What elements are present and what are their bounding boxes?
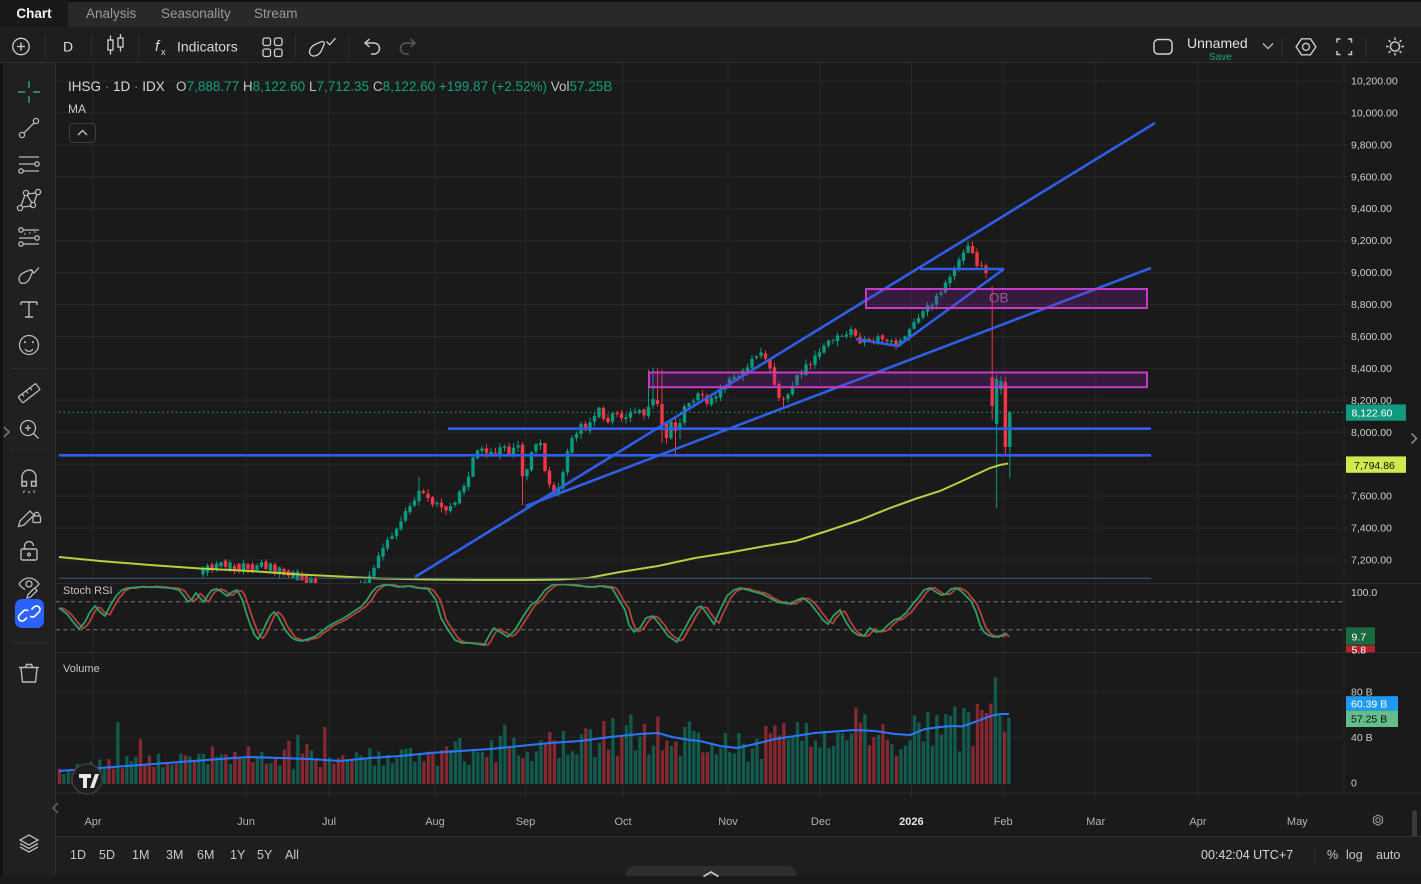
svg-text:9.7: 9.7 — [1352, 631, 1367, 643]
svg-text:Sep: Sep — [516, 816, 536, 828]
svg-text:10,200.00: 10,200.00 — [1351, 76, 1398, 88]
svg-text:9,600.00: 9,600.00 — [1351, 171, 1392, 183]
svg-text:x: x — [161, 47, 166, 57]
svg-text:Mar: Mar — [1086, 816, 1105, 828]
svg-text:9,800.00: 9,800.00 — [1351, 139, 1392, 151]
svg-text:Jul: Jul — [322, 816, 336, 828]
svg-text:Feb: Feb — [994, 816, 1013, 828]
svg-text:8,200.00: 8,200.00 — [1351, 395, 1392, 407]
svg-text:9,000.00: 9,000.00 — [1351, 267, 1392, 279]
svg-text:7,400.00: 7,400.00 — [1351, 523, 1392, 535]
svg-text:60.39 B: 60.39 B — [1351, 698, 1387, 710]
svg-text:Nov: Nov — [718, 816, 738, 828]
svg-text:Oct: Oct — [614, 816, 631, 828]
svg-text:Aug: Aug — [425, 816, 445, 828]
svg-text:2026: 2026 — [899, 816, 923, 828]
svg-text:Indicators: Indicators — [177, 39, 238, 55]
svg-text:57.25 B: 57.25 B — [1351, 714, 1387, 726]
svg-text:Apr: Apr — [1189, 816, 1206, 828]
svg-text:8,400.00: 8,400.00 — [1351, 363, 1392, 375]
svg-text:100.0: 100.0 — [1351, 587, 1377, 599]
svg-text:9,200.00: 9,200.00 — [1351, 235, 1392, 247]
svg-text:8,800.00: 8,800.00 — [1351, 299, 1392, 311]
svg-text:Dec: Dec — [811, 816, 831, 828]
svg-text:8,000.00: 8,000.00 — [1351, 427, 1392, 439]
svg-text:7,200.00: 7,200.00 — [1351, 555, 1392, 567]
svg-text:8,122.60: 8,122.60 — [1352, 408, 1393, 420]
svg-text:OB: OB — [989, 291, 1009, 306]
svg-text:9,400.00: 9,400.00 — [1351, 203, 1392, 215]
svg-text:7,794.86: 7,794.86 — [1354, 460, 1395, 472]
svg-text:Save: Save — [1209, 52, 1232, 63]
svg-text:7,600.00: 7,600.00 — [1351, 491, 1392, 503]
svg-text:40 B: 40 B — [1351, 732, 1373, 744]
svg-text:0: 0 — [1351, 778, 1357, 790]
svg-text:May: May — [1287, 816, 1308, 828]
svg-text:f: f — [155, 38, 161, 55]
svg-text:80 B: 80 B — [1351, 687, 1373, 699]
svg-text:5.8: 5.8 — [1352, 644, 1367, 656]
svg-text:8,600.00: 8,600.00 — [1351, 331, 1392, 343]
svg-text:Apr: Apr — [84, 816, 101, 828]
svg-text:Unnamed: Unnamed — [1187, 35, 1248, 51]
svg-text:D: D — [63, 39, 73, 55]
svg-text:Jun: Jun — [237, 816, 255, 828]
svg-text:10,000.00: 10,000.00 — [1351, 107, 1398, 119]
